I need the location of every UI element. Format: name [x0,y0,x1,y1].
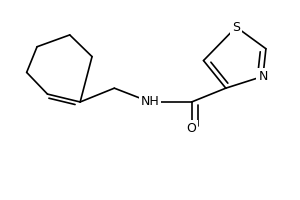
Text: N: N [258,70,268,83]
Text: NH: NH [141,95,159,108]
Text: O: O [187,122,196,135]
Text: S: S [232,21,240,34]
